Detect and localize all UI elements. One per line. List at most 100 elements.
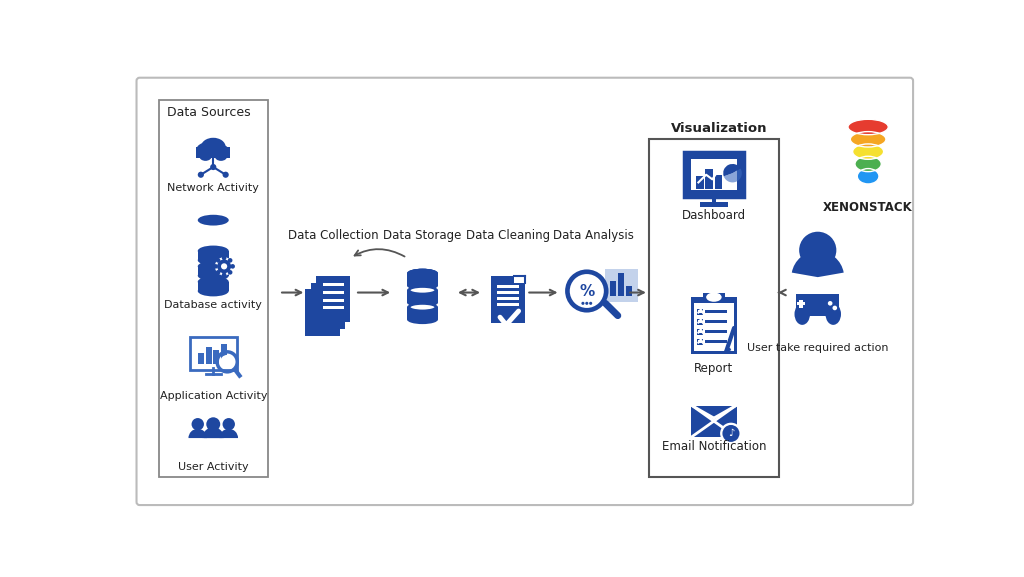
Bar <box>407 307 438 320</box>
Bar <box>697 339 703 345</box>
Ellipse shape <box>222 418 234 430</box>
Ellipse shape <box>410 304 435 310</box>
Bar <box>700 203 728 207</box>
Ellipse shape <box>722 425 739 442</box>
Bar <box>323 291 344 294</box>
Bar <box>490 276 524 323</box>
Ellipse shape <box>582 302 585 305</box>
Bar <box>213 350 219 364</box>
Bar <box>323 299 344 302</box>
Bar <box>497 285 518 288</box>
Ellipse shape <box>222 256 226 260</box>
Bar <box>799 300 803 308</box>
Ellipse shape <box>207 418 219 430</box>
FancyBboxPatch shape <box>136 78 913 505</box>
Bar <box>617 273 624 297</box>
FancyBboxPatch shape <box>190 337 237 369</box>
Wedge shape <box>188 429 207 438</box>
Bar <box>796 294 840 316</box>
Ellipse shape <box>227 270 232 275</box>
Ellipse shape <box>198 270 228 281</box>
Ellipse shape <box>227 258 232 263</box>
Ellipse shape <box>586 302 589 305</box>
Text: Data Analysis: Data Analysis <box>553 230 634 242</box>
Ellipse shape <box>212 145 229 159</box>
Bar <box>197 147 230 158</box>
Ellipse shape <box>569 274 604 308</box>
Ellipse shape <box>217 260 231 273</box>
Bar <box>715 175 722 189</box>
Text: Dashboard: Dashboard <box>682 209 745 222</box>
Bar <box>690 406 737 437</box>
Ellipse shape <box>198 286 228 297</box>
Bar <box>610 281 616 297</box>
Bar <box>514 276 525 283</box>
Ellipse shape <box>853 144 884 159</box>
Ellipse shape <box>198 246 228 256</box>
Bar <box>690 297 737 354</box>
Bar <box>697 309 703 315</box>
Wedge shape <box>724 168 741 182</box>
Bar <box>311 305 334 308</box>
Text: User take required action: User take required action <box>746 343 889 353</box>
Bar <box>698 330 701 334</box>
Bar <box>311 320 334 323</box>
Ellipse shape <box>198 276 228 287</box>
Wedge shape <box>203 428 224 438</box>
Bar <box>626 286 632 297</box>
Bar <box>323 306 344 309</box>
Bar <box>706 310 727 313</box>
Bar <box>693 304 734 351</box>
Text: ♪: ♪ <box>728 429 734 439</box>
Ellipse shape <box>707 293 722 302</box>
Text: Network Activity: Network Activity <box>167 183 259 193</box>
Bar <box>159 100 267 477</box>
Bar <box>198 353 204 364</box>
Text: %: % <box>580 283 594 298</box>
Ellipse shape <box>191 418 204 430</box>
Wedge shape <box>219 429 238 438</box>
Text: Data Storage: Data Storage <box>383 230 462 242</box>
Bar <box>311 283 345 329</box>
Bar <box>698 310 701 313</box>
Ellipse shape <box>206 417 220 431</box>
Ellipse shape <box>825 304 841 325</box>
Text: Report: Report <box>694 362 733 375</box>
Ellipse shape <box>565 269 608 313</box>
Text: Visualization: Visualization <box>671 122 767 134</box>
Ellipse shape <box>200 152 212 161</box>
Ellipse shape <box>795 304 810 325</box>
Bar <box>198 282 228 291</box>
Bar <box>317 313 339 316</box>
Bar <box>712 193 716 204</box>
Ellipse shape <box>833 306 838 310</box>
Ellipse shape <box>855 156 882 171</box>
Ellipse shape <box>407 302 438 312</box>
Bar <box>407 290 438 302</box>
Ellipse shape <box>210 164 216 170</box>
Ellipse shape <box>410 270 435 276</box>
Ellipse shape <box>220 355 234 369</box>
Bar <box>497 297 518 300</box>
Ellipse shape <box>198 261 228 272</box>
Bar <box>311 313 334 316</box>
Ellipse shape <box>216 258 220 263</box>
Bar <box>697 319 703 325</box>
FancyBboxPatch shape <box>684 152 744 197</box>
Bar <box>605 269 638 302</box>
Bar <box>696 176 703 189</box>
Ellipse shape <box>198 215 228 226</box>
Ellipse shape <box>720 423 741 444</box>
Bar <box>698 340 701 343</box>
Ellipse shape <box>215 152 227 161</box>
Wedge shape <box>723 164 740 177</box>
Bar <box>305 290 340 336</box>
Bar <box>610 281 616 297</box>
Bar <box>206 347 212 364</box>
Bar <box>626 286 632 297</box>
Ellipse shape <box>407 269 438 278</box>
Bar <box>649 138 779 477</box>
Bar <box>221 344 227 364</box>
Bar <box>497 291 518 294</box>
Ellipse shape <box>216 270 220 275</box>
